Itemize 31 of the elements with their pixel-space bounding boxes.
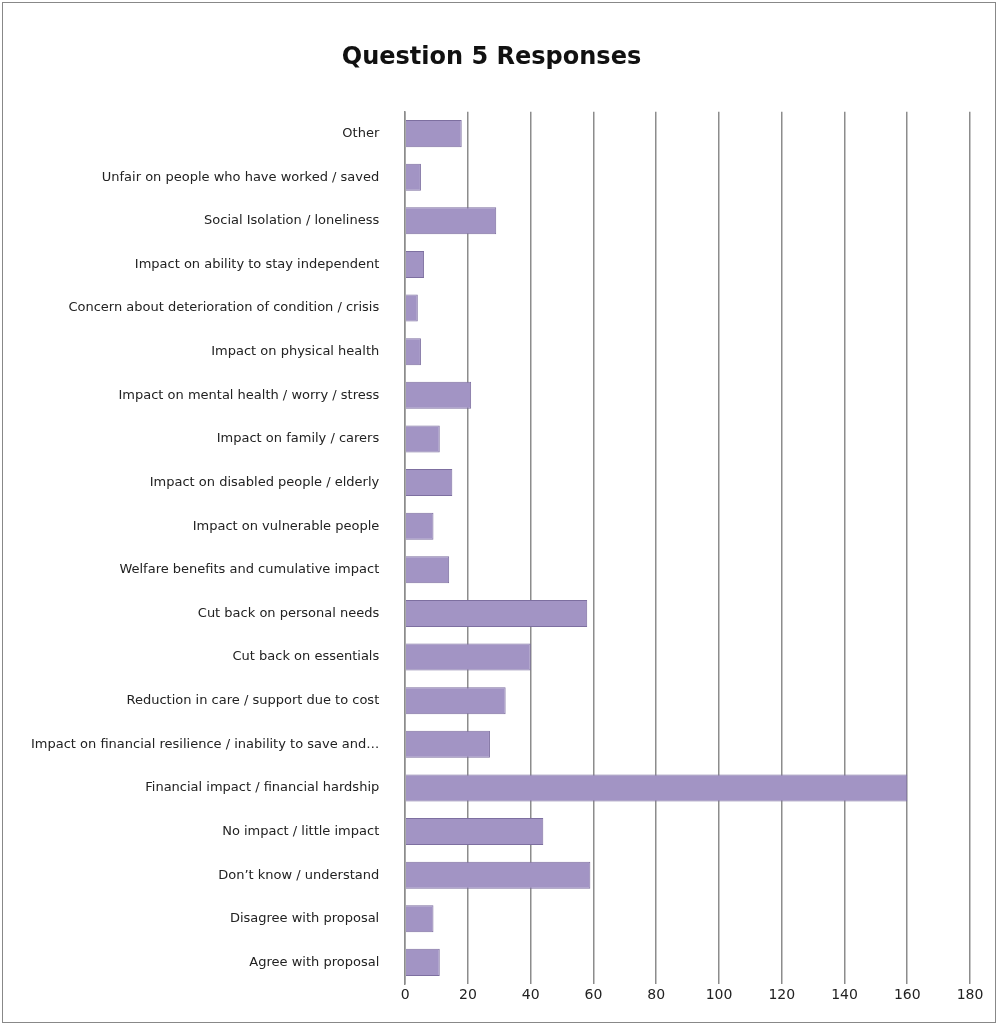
y-tick-label: Impact on disabled people / elderly [149, 473, 380, 489]
x-tick-label: 160 [893, 986, 921, 1003]
y-tick-label: Reduction in care / support due to cost [126, 692, 380, 708]
y-tick-label: Cut back on personal needs [197, 604, 380, 620]
x-tick-label: 40 [521, 986, 540, 1003]
x-tick-label: 0 [400, 986, 410, 1003]
y-tick-label: Welfare benefits and cumulative impact [119, 561, 380, 577]
x-tick-label: 180 [956, 986, 984, 1003]
y-tick-label: Impact on financial resilience / inability to save and… [31, 735, 380, 751]
x-tick-label: 80 [647, 986, 666, 1003]
x-tick-label: 120 [768, 986, 796, 1003]
y-tick-label: Cut back on essentials [232, 648, 380, 664]
chart-title: Question 5 Responses [341, 41, 642, 70]
y-tick-label: Agree with proposal [249, 953, 380, 969]
x-tick-label: 20 [459, 986, 477, 1003]
y-tick-label: Disagree with proposal [229, 910, 380, 926]
y-tick-label: Other [342, 124, 380, 140]
y-tick-label: Financial impact / financial hardship [145, 779, 380, 795]
x-tick-label: 100 [705, 986, 733, 1003]
y-tick-label: Unfair on people who have worked / saved [101, 168, 380, 184]
y-tick-label: No impact / little impact [222, 822, 380, 838]
x-tick-label: 140 [831, 986, 858, 1003]
x-tick-label: 60 [584, 986, 603, 1003]
y-tick-label: Concern about deterioration of condition / crisis [68, 299, 380, 315]
y-tick-label: Don’t know / understand [218, 866, 380, 882]
y-tick-label: Impact on physical health [211, 343, 380, 359]
y-tick-label: Impact on vulnerable people [192, 517, 380, 533]
y-tick-label: Impact on ability to stay independent [134, 255, 380, 271]
y-tick-label: Impact on family / carers [216, 430, 380, 446]
y-tick-label: Impact on mental health / worry / stress [118, 386, 380, 402]
y-tick-label: Social Isolation / loneliness [204, 212, 380, 228]
